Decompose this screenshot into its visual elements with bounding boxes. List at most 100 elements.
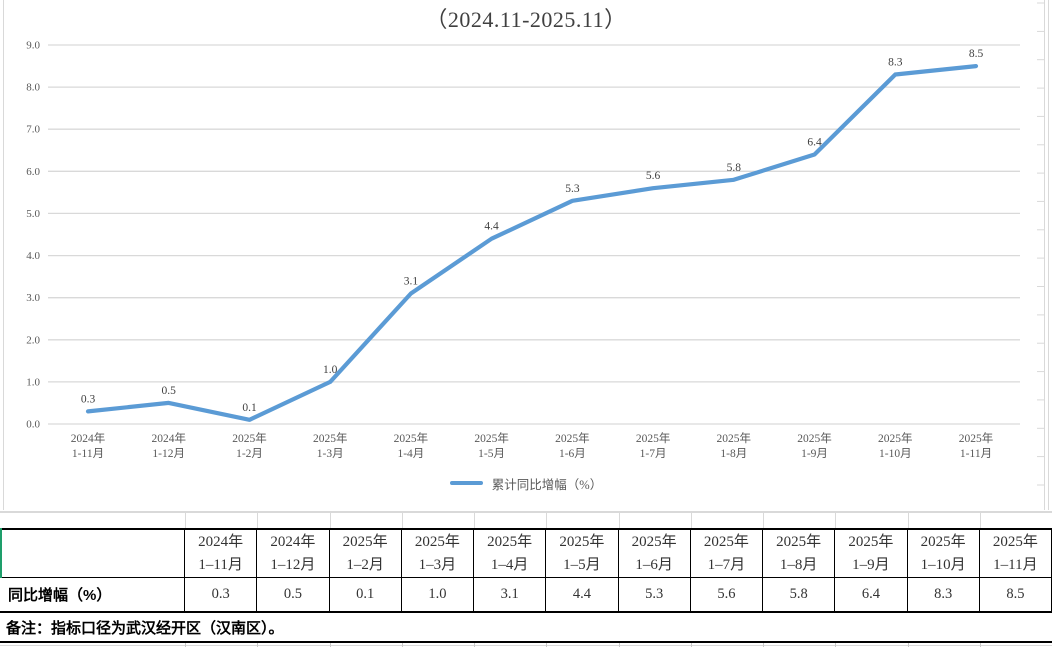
table-value-cell[interactable]: 8.5 (980, 578, 1052, 611)
column-gridline-tick (908, 643, 909, 647)
bottom-gridline-row (0, 643, 1052, 647)
chart-legend[interactable]: 累计同比增幅（%） (0, 473, 1052, 493)
column-gridline-tick (474, 513, 475, 528)
header-green-accent (0, 528, 2, 578)
svg-text:6.4: 6.4 (807, 137, 822, 149)
column-gridline-tick (619, 643, 620, 647)
table-value-cell[interactable]: 5.8 (763, 578, 836, 611)
table-header-cell[interactable]: 2025年 1–8月 (763, 530, 836, 577)
table-header-cell[interactable]: 2025年 1–9月 (835, 530, 908, 577)
table-header-cell[interactable]: 2025年 1–10月 (908, 530, 980, 577)
svg-text:5.8: 5.8 (727, 162, 742, 174)
column-gridline-tick (402, 513, 403, 528)
column-gridline-tick (980, 643, 981, 647)
table-header-cell[interactable]: 2025年 1–11月 (980, 530, 1052, 577)
table-note-row[interactable]: 备注：指标口径为武汉经开区（汉南区）。 (0, 613, 1052, 643)
svg-text:1.0: 1.0 (26, 376, 40, 388)
legend-line-swatch (449, 481, 483, 485)
table-value-cell[interactable]: 6.4 (835, 578, 908, 611)
data-labels: 0.3 0.5 0.1 1.0 3.1 4.4 5.3 5.6 5.8 6.4 8.3 8.5 (81, 48, 984, 414)
table-header-cell[interactable]: 2025年 1–3月 (402, 530, 474, 577)
table-value-cell[interactable]: 5.3 (619, 578, 691, 611)
column-gridline-tick (330, 643, 331, 647)
svg-text:0.0: 0.0 (26, 419, 40, 431)
svg-text:0.1: 0.1 (242, 402, 257, 414)
svg-text:7.0: 7.0 (26, 124, 40, 136)
column-gridline-tick (257, 513, 258, 528)
data-table: 2024年 1–11月 2024年 1–12月 2025年 1–2月 2025年 1–3月 20… (0, 528, 1052, 643)
column-gridline-tick (185, 513, 186, 528)
spreadsheet-gap-row (0, 511, 1052, 528)
svg-text:8.3: 8.3 (888, 57, 903, 69)
svg-text:0.5: 0.5 (162, 385, 177, 397)
table-header-cell[interactable]: 2025年 1–6月 (619, 530, 691, 577)
column-gridline-tick (908, 513, 909, 528)
table-value-cell[interactable]: 0.3 (185, 578, 258, 611)
svg-text:5.3: 5.3 (565, 183, 580, 195)
column-gridline-tick (835, 643, 836, 647)
table-header-cell[interactable]: 2025年 1–7月 (691, 530, 763, 577)
svg-text:9.0: 9.0 (26, 40, 40, 52)
legend-label: 累计同比增幅（%） (491, 477, 603, 492)
table-value-cell[interactable]: 1.0 (402, 578, 474, 611)
table-value-cell[interactable]: 3.1 (474, 578, 547, 611)
table-header-cell[interactable]: 2025年 1–2月 (330, 530, 402, 577)
x-axis-labels: 2024年 1-11月 2024年 1-12月 2025年 1-2月 2025年 1-3月 20… (71, 431, 994, 460)
table-header-row: 2024年 1–11月 2024年 1–12月 2025年 1–2月 2025年 1–3月 20… (0, 528, 1052, 578)
column-gridline-tick (763, 643, 764, 647)
svg-text:8.5: 8.5 (969, 48, 984, 60)
column-gridline-tick (185, 643, 186, 647)
series-line[interactable] (85, 63, 979, 422)
svg-text:1.0: 1.0 (323, 364, 338, 376)
svg-text:6.0: 6.0 (26, 166, 40, 178)
column-gridline-tick (546, 513, 547, 528)
column-gridline-tick (330, 513, 331, 528)
column-gridline-tick (691, 513, 692, 528)
table-value-cell[interactable]: 0.1 (330, 578, 402, 611)
table-header-cell[interactable]: 2024年 1–11月 (185, 530, 258, 577)
svg-text:0.3: 0.3 (81, 393, 96, 405)
svg-text:8.0: 8.0 (26, 82, 40, 94)
svg-text:5.6: 5.6 (646, 170, 661, 182)
trend-line-chart[interactable]: 0.0 1.0 2.0 3.0 4.0 5.0 6.0 7.0 8.0 9.0 2024年 1-11月… (0, 0, 1052, 512)
column-gridline-tick (474, 643, 475, 647)
svg-text:4.0: 4.0 (26, 250, 40, 262)
table-value-cell[interactable]: 0.5 (257, 578, 330, 611)
table-header-cell[interactable]: 2025年 1–5月 (546, 530, 619, 577)
column-gridline-tick (257, 643, 258, 647)
y-gridlines (48, 44, 1020, 425)
column-gridline-tick (619, 513, 620, 528)
table-value-cell[interactable]: 5.6 (691, 578, 763, 611)
column-gridline-tick (835, 513, 836, 528)
table-data-row: 同比增幅（%） 0.3 0.5 0.1 1.0 3.1 4.4 5.3 5.6 5.8 6.4 8.3… (0, 578, 1052, 613)
column-gridline-tick (402, 643, 403, 647)
table-row-label[interactable]: 同比增幅（%） (0, 578, 185, 611)
chart-title: （2024.11-2025.11） (425, 7, 627, 32)
svg-text:2.0: 2.0 (26, 334, 40, 346)
svg-text:3.1: 3.1 (404, 276, 419, 288)
table-header-cell[interactable]: 2025年 1–4月 (474, 530, 547, 577)
column-gridline-tick (980, 513, 981, 528)
table-value-cell[interactable]: 4.4 (546, 578, 619, 611)
table-value-cell[interactable]: 8.3 (908, 578, 980, 611)
svg-text:3.0: 3.0 (26, 292, 40, 304)
column-gridline-tick (546, 643, 547, 647)
column-gridline-tick (763, 513, 764, 528)
table-corner-cell[interactable] (0, 530, 185, 577)
svg-text:5.0: 5.0 (26, 208, 40, 220)
svg-text:4.4: 4.4 (484, 221, 499, 233)
table-header-cell[interactable]: 2024年 1–12月 (257, 530, 330, 577)
y-axis-labels: 0.0 1.0 2.0 3.0 4.0 5.0 6.0 7.0 8.0 9.0 (26, 40, 40, 431)
